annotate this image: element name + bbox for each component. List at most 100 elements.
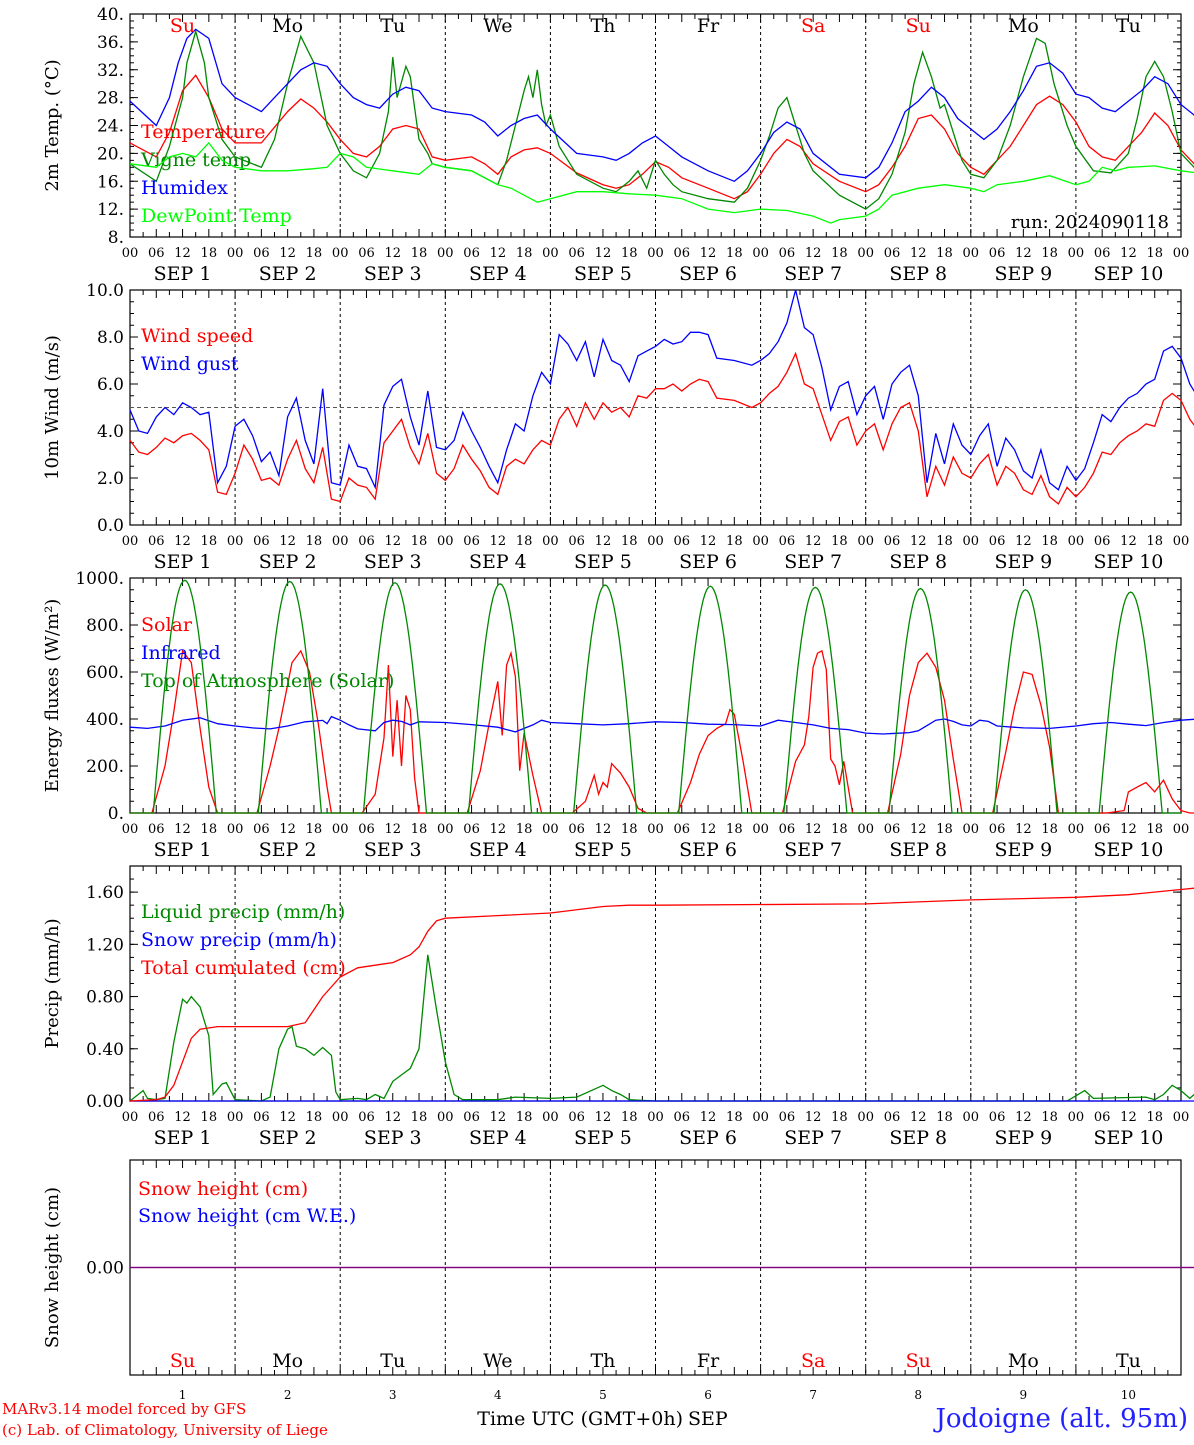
hour-tick-label: 00: [437, 1110, 454, 1125]
legend-top-of-atmosphere-solar-: Top of Atmosphere (Solar): [141, 670, 394, 692]
hour-tick-label: 00: [963, 822, 980, 837]
panel-precip: 0.00 0.40 0.80 1.20 1.60 Precip (mm/h) Liquid …: [42, 865, 1194, 1149]
hour-tick-label: 12: [174, 1110, 191, 1125]
series-line-dewpoint-temp: [129, 141, 1194, 224]
date-label: SEP 8: [889, 551, 947, 573]
y-tick-label: 0.00: [86, 1092, 124, 1112]
date-label: SEP 1: [154, 1127, 212, 1149]
hour-tick-label: 00: [647, 534, 664, 549]
hour-tick-label: 00: [542, 246, 559, 261]
hour-tick-label: 18: [936, 534, 953, 549]
y-tick-label: 28.: [97, 89, 124, 109]
date-label: SEP 3: [364, 551, 422, 573]
y-axis-label: 2m Temp. (°C): [42, 59, 63, 191]
hour-tick-label: 18: [831, 246, 848, 261]
hour-tick-label: 18: [936, 246, 953, 261]
hour-tick-label: 00: [332, 534, 349, 549]
hour-tick-label: 12: [490, 534, 507, 549]
hour-tick-label: 00: [122, 534, 139, 549]
hour-tick-label: 00: [752, 822, 769, 837]
hour-tick-label: 06: [463, 534, 480, 549]
y-tick-label: 800.: [86, 616, 124, 636]
hour-tick-label: 12: [805, 534, 822, 549]
time-axis-label: Time UTC (GMT+0h): [477, 1408, 683, 1430]
y-tick-label: 10.0: [86, 281, 124, 301]
hour-tick-label: 06: [568, 1110, 585, 1125]
hour-tick-label: 12: [384, 1110, 401, 1125]
date-label: SEP 7: [784, 1127, 842, 1149]
hour-tick-label: 00: [542, 534, 559, 549]
hour-tick-label: 00: [227, 246, 244, 261]
hour-tick-label: 18: [306, 246, 323, 261]
hour-tick-label: 12: [1120, 534, 1137, 549]
legend-wind-speed: Wind speed: [141, 325, 253, 347]
hour-tick-label: 18: [1146, 822, 1163, 837]
hour-tick-label: 18: [411, 822, 428, 837]
hour-tick-label: 18: [1041, 534, 1058, 549]
y-tick-label: 1000.: [75, 569, 124, 589]
hour-tick-label: 18: [1041, 1110, 1058, 1125]
panel-wind: 0.0 2.0 4.0 6.0 8.0 10.0 10m Wind (m/s) Wind sp…: [42, 281, 1194, 573]
hour-tick-label: 00: [1173, 534, 1190, 549]
date-label: SEP 6: [679, 1127, 737, 1149]
day-name: Sa: [801, 15, 825, 37]
hour-tick-label: 06: [253, 1110, 270, 1125]
y-tick-label: 600.: [86, 663, 124, 683]
hour-tick-label: 12: [279, 534, 296, 549]
y-tick-label: 1.60: [86, 883, 124, 903]
legend-snow-precip-mm-h-: Snow precip (mm/h): [141, 929, 337, 951]
legend-solar: Solar: [141, 614, 193, 636]
hour-tick-label: 12: [279, 1110, 296, 1125]
hour-tick-label: 00: [752, 246, 769, 261]
hour-tick-label: 18: [621, 246, 638, 261]
legend-dewpoint-temp: DewPoint Temp: [141, 205, 292, 227]
y-tick-label: 0.00: [86, 1259, 124, 1279]
hour-tick-label: 00: [122, 822, 139, 837]
y-tick-label: 0.40: [86, 1040, 124, 1060]
hour-tick-label: 12: [1120, 1110, 1137, 1125]
hour-tick-label: 12: [910, 1110, 927, 1125]
date-label: SEP 2: [259, 263, 317, 285]
day-number: 1: [179, 1388, 187, 1402]
y-axis-label: Precip (mm/h): [42, 918, 63, 1048]
hour-tick-label: 06: [148, 822, 165, 837]
day-name: We: [483, 15, 512, 37]
hour-tick-label: 06: [358, 246, 375, 261]
series-line-humidex: [129, 28, 1194, 183]
hour-tick-label: 00: [647, 246, 664, 261]
hour-tick-label: 12: [595, 1110, 612, 1125]
hour-tick-label: 06: [989, 534, 1006, 549]
y-tick-label: 0.: [108, 804, 124, 824]
series-line-wind-gust: [129, 289, 1194, 491]
hour-tick-label: 18: [1041, 246, 1058, 261]
day-name: Mo: [1008, 15, 1039, 37]
date-label: SEP 3: [364, 263, 422, 285]
hour-tick-label: 06: [779, 1110, 796, 1125]
hour-tick-label: 18: [831, 1110, 848, 1125]
hour-tick-label: 18: [411, 534, 428, 549]
hour-tick-label: 06: [463, 1110, 480, 1125]
hour-tick-label: 00: [1068, 246, 1085, 261]
y-tick-label: 8.0: [97, 328, 124, 348]
date-label: SEP 10: [1094, 263, 1164, 285]
hour-tick-label: 00: [227, 1110, 244, 1125]
hour-tick-label: 00: [122, 1110, 139, 1125]
hour-tick-label: 18: [726, 534, 743, 549]
hour-tick-label: 06: [884, 1110, 901, 1125]
hour-tick-label: 18: [306, 1110, 323, 1125]
hour-tick-label: 00: [1173, 246, 1190, 261]
hour-tick-label: 18: [621, 1110, 638, 1125]
hour-tick-label: 18: [621, 534, 638, 549]
hour-tick-label: 06: [674, 822, 691, 837]
hour-tick-label: 00: [1068, 534, 1085, 549]
hour-tick-label: 00: [1068, 1110, 1085, 1125]
date-label: SEP 1: [154, 839, 212, 861]
hour-tick-label: 12: [1120, 822, 1137, 837]
hour-tick-label: 18: [831, 534, 848, 549]
hour-tick-label: 18: [1146, 246, 1163, 261]
y-tick-label: 0.0: [97, 516, 124, 536]
date-label: SEP 4: [469, 263, 527, 285]
hour-tick-label: 12: [595, 822, 612, 837]
y-tick-label: 200.: [86, 757, 124, 777]
day-name: Tu: [1116, 15, 1141, 37]
